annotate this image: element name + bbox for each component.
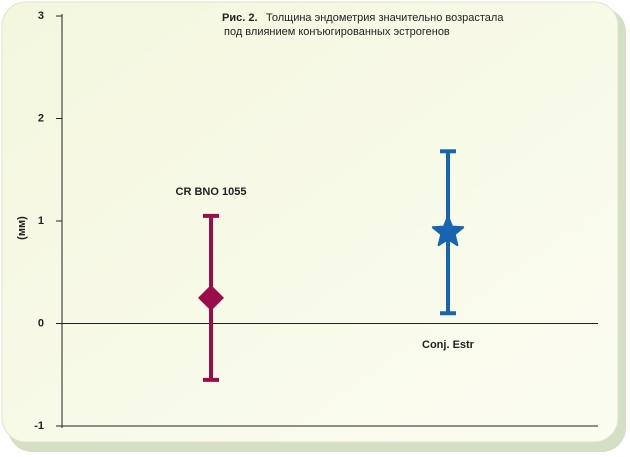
y-tick-label: 2 bbox=[38, 112, 44, 124]
category-label: CR BNO 1055 bbox=[176, 186, 247, 198]
panel bbox=[1, 1, 619, 443]
figure-label: Рис. 2. bbox=[222, 12, 258, 24]
y-tick-label: 0 bbox=[38, 317, 44, 329]
marker bbox=[431, 215, 465, 247]
chart-title: под влиянием конъюгированных эстрогенов bbox=[224, 26, 450, 38]
category-label: Conj. Estr bbox=[422, 339, 475, 351]
y-tick-label: 1 bbox=[38, 215, 44, 227]
chart-title: Толщина эндометрия значительно возрастал… bbox=[266, 12, 504, 24]
marker bbox=[198, 284, 224, 311]
y-axis-label: (мм) bbox=[16, 216, 28, 240]
y-tick-label: 3 bbox=[38, 10, 44, 22]
y-tick-label: -1 bbox=[34, 420, 44, 432]
